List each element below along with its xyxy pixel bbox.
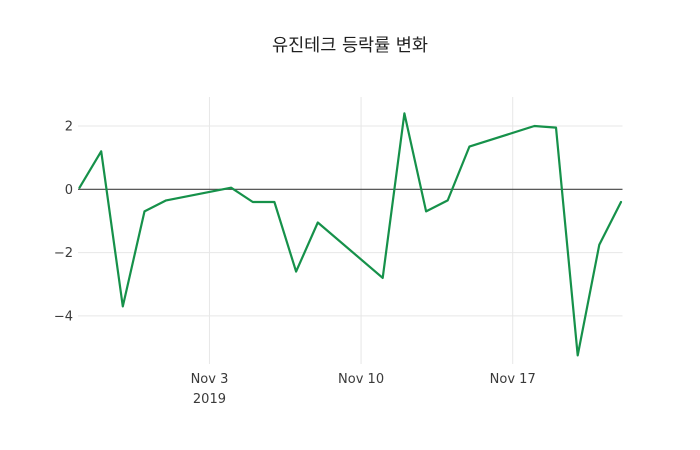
x-tick-label: Nov 17 <box>490 372 536 387</box>
chart-title: 유진테크 등락률 변화 <box>271 36 429 56</box>
y-tick-label: −4 <box>54 309 73 324</box>
y-tick-label: −2 <box>54 246 73 261</box>
y-tick-label: 2 <box>65 120 73 135</box>
x-tick-label: Nov 10 <box>338 372 384 387</box>
y-tick-label: 0 <box>65 183 73 198</box>
x-tick-label: Nov 3 <box>191 372 229 387</box>
x-tick-year-label: 2019 <box>193 392 226 407</box>
series-line <box>78 112 623 357</box>
